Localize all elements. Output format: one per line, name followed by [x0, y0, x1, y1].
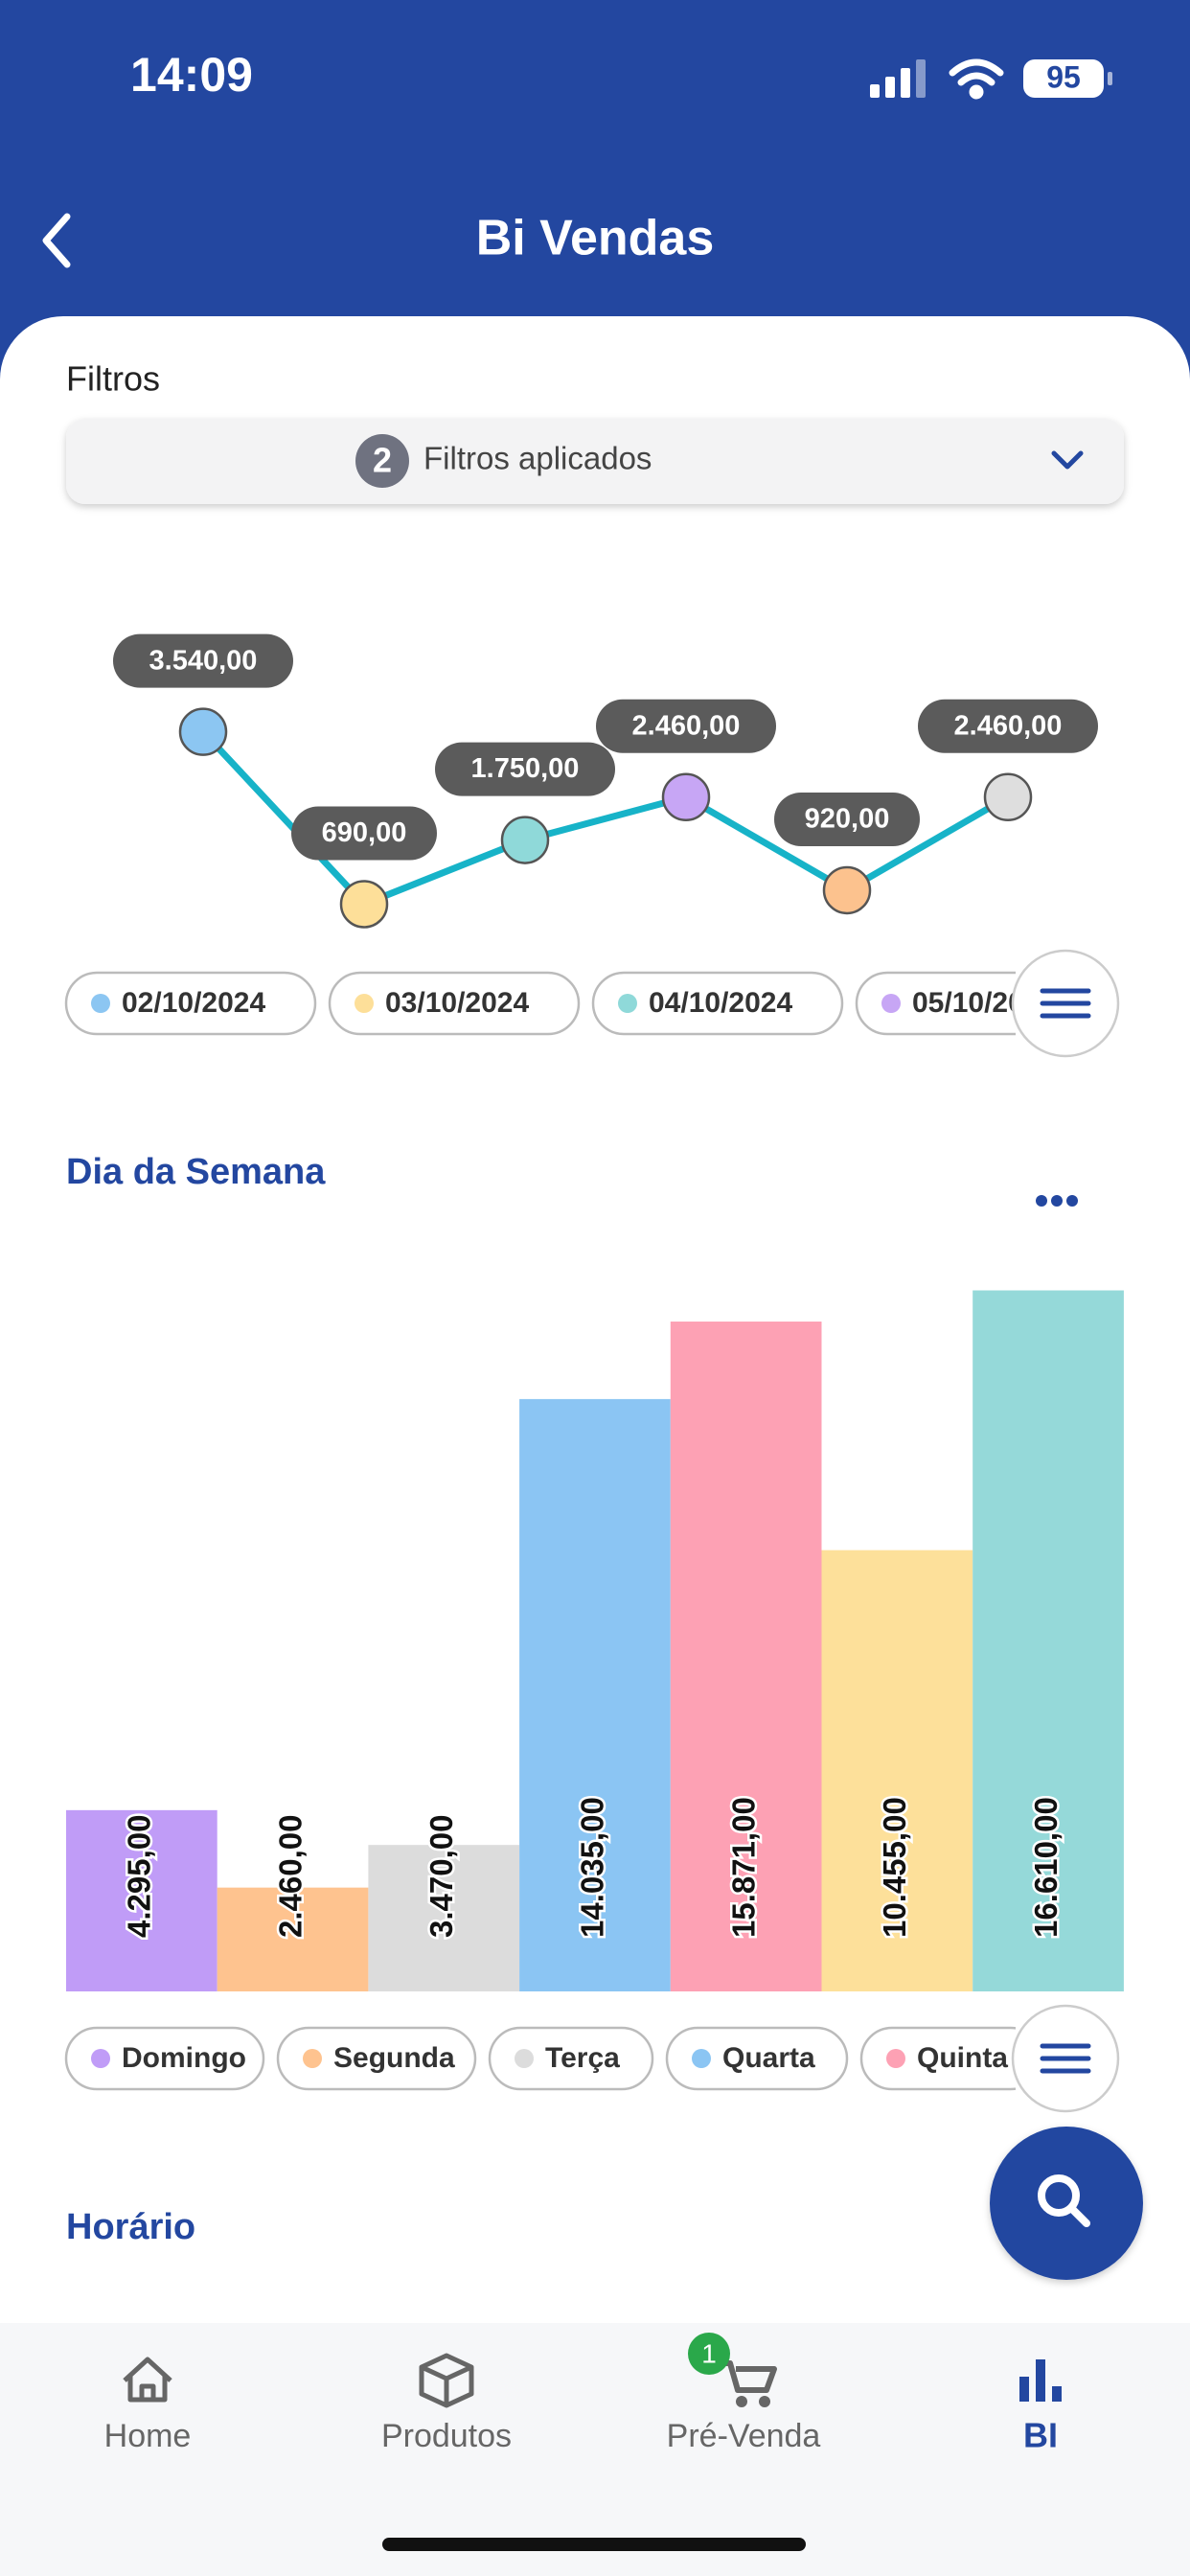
legend-swatch — [303, 2049, 322, 2068]
data-point — [983, 772, 1033, 822]
legend-swatch — [91, 2049, 110, 2068]
legend-label: 05/10/2024 — [912, 987, 1056, 1019]
bar — [821, 1550, 973, 1991]
bar — [368, 1845, 520, 1991]
bar — [519, 1398, 671, 1991]
bar — [217, 1887, 369, 1991]
bar-value-label: 10.455,00 — [877, 1797, 912, 1938]
wifi-icon — [949, 58, 1004, 100]
data-point — [500, 816, 550, 864]
legend-label: 03/10/2024 — [385, 987, 529, 1019]
bar-value-label: 16.610,00 — [1028, 1797, 1064, 1938]
filter-text: Filtros aplicados — [423, 441, 652, 476]
legend-label: 04/10/2024 — [649, 987, 792, 1019]
legend-chip[interactable] — [859, 2026, 1041, 2091]
legend-swatch — [886, 2049, 905, 2068]
bar-value-label: 3.470,00 — [423, 1815, 459, 1938]
data-point — [339, 880, 389, 929]
legend-label: Terça — [545, 2042, 620, 2074]
bar-value-label: 2.460,00 — [272, 1815, 308, 1938]
data-label-bg — [918, 699, 1098, 753]
legend-chip[interactable] — [665, 2026, 849, 2091]
cart-badge-count: 1 — [701, 2338, 717, 2368]
status-time: 14:09 — [130, 48, 253, 102]
battery-level: 95 — [1046, 59, 1081, 94]
data-label-bg — [596, 699, 776, 753]
home-icon — [123, 2357, 172, 2403]
data-label: 920,00 — [805, 804, 890, 835]
nav-label[interactable]: Produtos — [381, 2418, 512, 2454]
data-label-bg — [113, 633, 293, 688]
cart-badge — [688, 2333, 730, 2375]
legend-swatch — [355, 994, 374, 1013]
data-label: 1.750,00 — [471, 753, 580, 784]
section-title: Horário — [66, 2207, 195, 2247]
bar — [973, 1290, 1124, 1991]
data-label-bg — [774, 792, 920, 846]
filter-count: 2 — [373, 441, 392, 480]
legend: 02/10/2024 03/10/2024 04/10/2024 05/10/2024 — [64, 971, 1106, 1036]
legend-chip[interactable] — [591, 971, 844, 1036]
more-button[interactable] — [1036, 1195, 1078, 1207]
legend: Domingo Segunda Terça Quarta Quinta — [64, 2026, 1041, 2091]
data-label: 2.460,00 — [954, 710, 1063, 741]
legend-label: Segunda — [333, 2042, 455, 2074]
chart-title: Dia da Semana — [66, 1152, 326, 1192]
nav-label[interactable]: Pré-Venda — [667, 2418, 821, 2454]
legend-chip[interactable] — [855, 971, 1106, 1036]
data-label-bg — [435, 742, 615, 796]
legend-label: Quinta — [917, 2042, 1008, 2074]
bar-value-label: 15.871,00 — [725, 1797, 761, 1938]
line-series — [200, 729, 1010, 908]
search-icon — [1038, 2174, 1090, 2227]
legend-label: 02/10/2024 — [122, 987, 265, 1019]
search-fab[interactable] — [990, 2127, 1143, 2280]
battery-nub — [1108, 72, 1112, 85]
filter-dropdown[interactable] — [66, 419, 1124, 504]
legend-chip[interactable] — [328, 971, 581, 1036]
legend-label: Domingo — [122, 2042, 246, 2074]
bar-value-label: 4.295,00 — [122, 1815, 157, 1938]
filters-label: Filtros — [66, 359, 160, 399]
legend-label: Quarta — [722, 2042, 815, 2074]
data-point — [661, 772, 711, 822]
legend-swatch — [692, 2049, 711, 2068]
back-button[interactable] — [42, 213, 71, 268]
battery — [1023, 59, 1104, 98]
data-label: 2.460,00 — [632, 710, 741, 741]
legend-chip[interactable] — [64, 971, 317, 1036]
nav-label[interactable]: BI — [1023, 2416, 1058, 2455]
dropdown-chevron — [1051, 450, 1084, 470]
signal-icon — [870, 59, 926, 98]
legend-chip[interactable] — [64, 2026, 265, 2091]
legend-swatch — [618, 994, 637, 1013]
bi-icon — [1019, 2359, 1062, 2402]
bar — [66, 1809, 217, 1991]
bar — [670, 1322, 822, 1991]
home-indicator — [382, 2538, 806, 2551]
data-label-bg — [291, 806, 437, 861]
bar-value-label: 14.035,00 — [575, 1797, 610, 1938]
filter-count-badge — [355, 434, 409, 488]
page-title: Bi Vendas — [476, 211, 715, 266]
legend-swatch — [515, 2049, 534, 2068]
data-point — [822, 865, 872, 915]
legend-chip[interactable] — [276, 2026, 477, 2091]
legend-swatch — [91, 994, 110, 1013]
nav-label[interactable]: Home — [104, 2418, 192, 2454]
legend-swatch — [881, 994, 901, 1013]
products-icon — [419, 2353, 474, 2408]
data-point — [178, 707, 228, 756]
legend-chip[interactable] — [488, 2026, 654, 2091]
data-label: 3.540,00 — [149, 645, 258, 676]
data-label: 690,00 — [322, 817, 407, 848]
cart-icon — [721, 2360, 777, 2407]
bottom-nav — [0, 2323, 1190, 2576]
